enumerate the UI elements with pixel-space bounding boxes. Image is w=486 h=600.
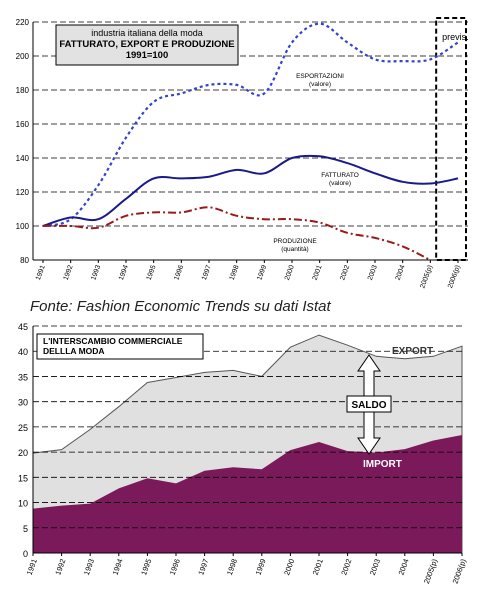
y-tick-label: 160 bbox=[16, 120, 30, 129]
y-tick-label: 140 bbox=[16, 154, 30, 163]
chart-title-line: industria italiana della moda bbox=[91, 28, 203, 38]
x-tick-label: 2002 bbox=[339, 264, 351, 281]
chart-title-line: L'INTERSCAMBIO COMMERCIALE bbox=[43, 336, 183, 346]
x-tick-label: 1998 bbox=[229, 264, 241, 281]
y-tick-label: 220 bbox=[16, 18, 30, 27]
y-tick-label: 40 bbox=[18, 347, 28, 357]
area-import bbox=[33, 435, 462, 553]
y-tick-label: 0 bbox=[23, 549, 28, 559]
chart-fashion-index: 80 100 120 140 160 180 200 220 previs. 1991 1992 19… bbox=[16, 17, 469, 289]
x-tick-label: 2005(p) bbox=[422, 557, 439, 585]
source-note: Fonte: Fashion Economic Trends su dati I… bbox=[30, 298, 331, 315]
series-label: ESPORTAZIONI bbox=[296, 73, 344, 80]
y-tick-label: 120 bbox=[16, 188, 30, 197]
x-tick-label: 2004 bbox=[395, 264, 407, 281]
series-label: PRODUZIONE bbox=[273, 238, 317, 245]
y-tick-label: 180 bbox=[16, 86, 30, 95]
y-tick-label: 100 bbox=[16, 222, 30, 231]
x-tick-label: 1991 bbox=[35, 264, 47, 281]
x-tick-label: 1995 bbox=[146, 264, 158, 281]
x-tick-label: 2003 bbox=[367, 264, 379, 281]
series-label-export: EXPORT bbox=[392, 346, 433, 357]
x-tick-label: 1994 bbox=[118, 264, 130, 281]
chart-title-line: FATTURATO, EXPORT E PRODUZIONE bbox=[59, 39, 234, 50]
x-tick-label: 1999 bbox=[254, 558, 268, 577]
x-tick-label: 2000 bbox=[282, 558, 296, 577]
x-tick-label: 1999 bbox=[256, 264, 268, 281]
x-tick-label: 1997 bbox=[201, 264, 213, 281]
x-tick-label: 1992 bbox=[53, 558, 67, 577]
x-tick-label: 2005(p) bbox=[419, 264, 434, 289]
x-tick-label: 2006(p) bbox=[447, 264, 462, 289]
x-tick-label: 1996 bbox=[168, 558, 182, 577]
series-unit-label: (valore) bbox=[309, 81, 331, 88]
series-line-esportazioni bbox=[42, 22, 459, 228]
y-tick-label: 45 bbox=[18, 322, 28, 332]
title-box bbox=[55, 24, 239, 66]
x-tick-label: 2006(p) bbox=[451, 557, 468, 585]
x-tick-label: 2001 bbox=[311, 558, 325, 577]
y-tick-label: 30 bbox=[18, 398, 28, 408]
y-tick-label: 35 bbox=[18, 372, 28, 382]
series-unit-label: (quantità) bbox=[281, 246, 308, 253]
forecast-label: previs. bbox=[442, 32, 469, 42]
y-tick-label: 15 bbox=[18, 473, 28, 483]
x-tick-label: 1993 bbox=[90, 264, 102, 281]
series-label: FATTURATO bbox=[321, 172, 359, 179]
series-line-produzione bbox=[42, 206, 431, 261]
y-tick-label: 25 bbox=[18, 423, 28, 433]
series-line-fatturato bbox=[42, 154, 459, 227]
x-tick-label: 1995 bbox=[139, 558, 153, 577]
title-box bbox=[36, 333, 204, 360]
x-tick-label: 1996 bbox=[173, 264, 185, 281]
y-tick-label: 80 bbox=[20, 256, 29, 265]
x-tick-label: 1993 bbox=[82, 558, 96, 577]
x-tick-label: 2004 bbox=[397, 558, 411, 577]
y-tick-label: 20 bbox=[18, 448, 28, 458]
series-label-import: IMPORT bbox=[363, 459, 402, 470]
x-tick-label: 1998 bbox=[225, 558, 239, 577]
y-tick-label: 5 bbox=[23, 524, 28, 534]
x-tick-label: 2001 bbox=[312, 264, 324, 281]
y-tick-label: 10 bbox=[18, 499, 28, 509]
y-tick-label: 200 bbox=[16, 52, 30, 61]
x-tick-label: 2002 bbox=[339, 558, 353, 577]
saldo-box bbox=[346, 395, 392, 413]
chart-trade-balance: 0 5 10 15 20 25 30 35 40 45 1991 1992 1993 1994 1995 19… bbox=[18, 322, 468, 585]
chart-title-line: 1991=100 bbox=[126, 50, 169, 61]
saldo-label: SALDO bbox=[352, 400, 387, 411]
x-tick-label: 1992 bbox=[63, 264, 75, 281]
x-tick-label: 1997 bbox=[196, 558, 210, 577]
chart-title-line: DELLLA MODA bbox=[43, 346, 105, 356]
x-tick-label: 2000 bbox=[284, 264, 296, 281]
x-tick-label: 2003 bbox=[368, 558, 382, 577]
x-tick-label: 1991 bbox=[25, 558, 39, 577]
x-tick-label: 1994 bbox=[111, 558, 125, 577]
series-unit-label: (valore) bbox=[329, 180, 351, 187]
